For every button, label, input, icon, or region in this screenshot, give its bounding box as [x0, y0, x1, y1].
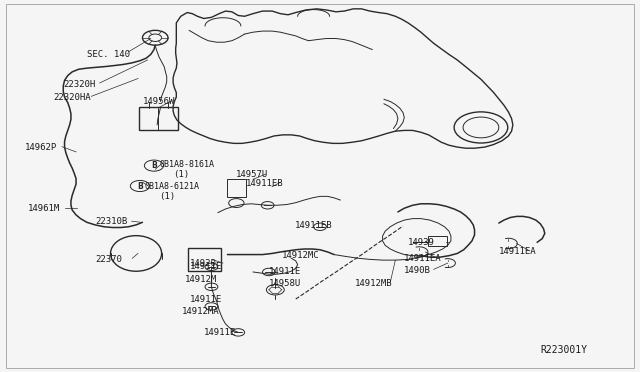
Text: 14962P: 14962P [25, 143, 57, 152]
Text: 22320H: 22320H [63, 80, 95, 89]
Text: 14911EA: 14911EA [499, 247, 536, 256]
Text: 14912MB: 14912MB [355, 279, 393, 288]
Text: B: B [151, 161, 157, 170]
Text: 14911EB: 14911EB [246, 179, 284, 187]
Text: 0B1A8-8161A: 0B1A8-8161A [159, 160, 214, 169]
Text: 0B1A8-6121A: 0B1A8-6121A [145, 182, 200, 190]
Text: 14911E: 14911E [204, 328, 236, 337]
Text: 14956W: 14956W [143, 97, 175, 106]
Text: 14958U: 14958U [269, 279, 301, 288]
Text: 22310B: 22310B [95, 218, 127, 227]
Text: 14911E: 14911E [189, 262, 222, 271]
Text: 14911EB: 14911EB [294, 221, 332, 230]
Text: (1): (1) [173, 170, 189, 179]
Text: 14912MC: 14912MC [282, 251, 319, 260]
Text: 14939: 14939 [408, 238, 435, 247]
Text: R223001Y: R223001Y [540, 345, 588, 355]
Text: 14911E: 14911E [189, 295, 222, 304]
Text: 14920: 14920 [189, 259, 216, 268]
Text: 1490B: 1490B [404, 266, 431, 275]
Text: 14911E: 14911E [269, 267, 301, 276]
Text: 14912MA: 14912MA [182, 307, 220, 316]
Text: 14961M: 14961M [28, 205, 60, 214]
Text: 14911EA: 14911EA [404, 254, 442, 263]
Text: SEC. 140: SEC. 140 [87, 50, 130, 59]
Text: 14912M: 14912M [184, 275, 217, 284]
Text: 22320HA: 22320HA [53, 93, 91, 102]
Text: B: B [137, 182, 143, 190]
Text: (1): (1) [159, 192, 175, 201]
Text: 14957U: 14957U [236, 170, 268, 179]
Text: 22370: 22370 [95, 255, 122, 264]
